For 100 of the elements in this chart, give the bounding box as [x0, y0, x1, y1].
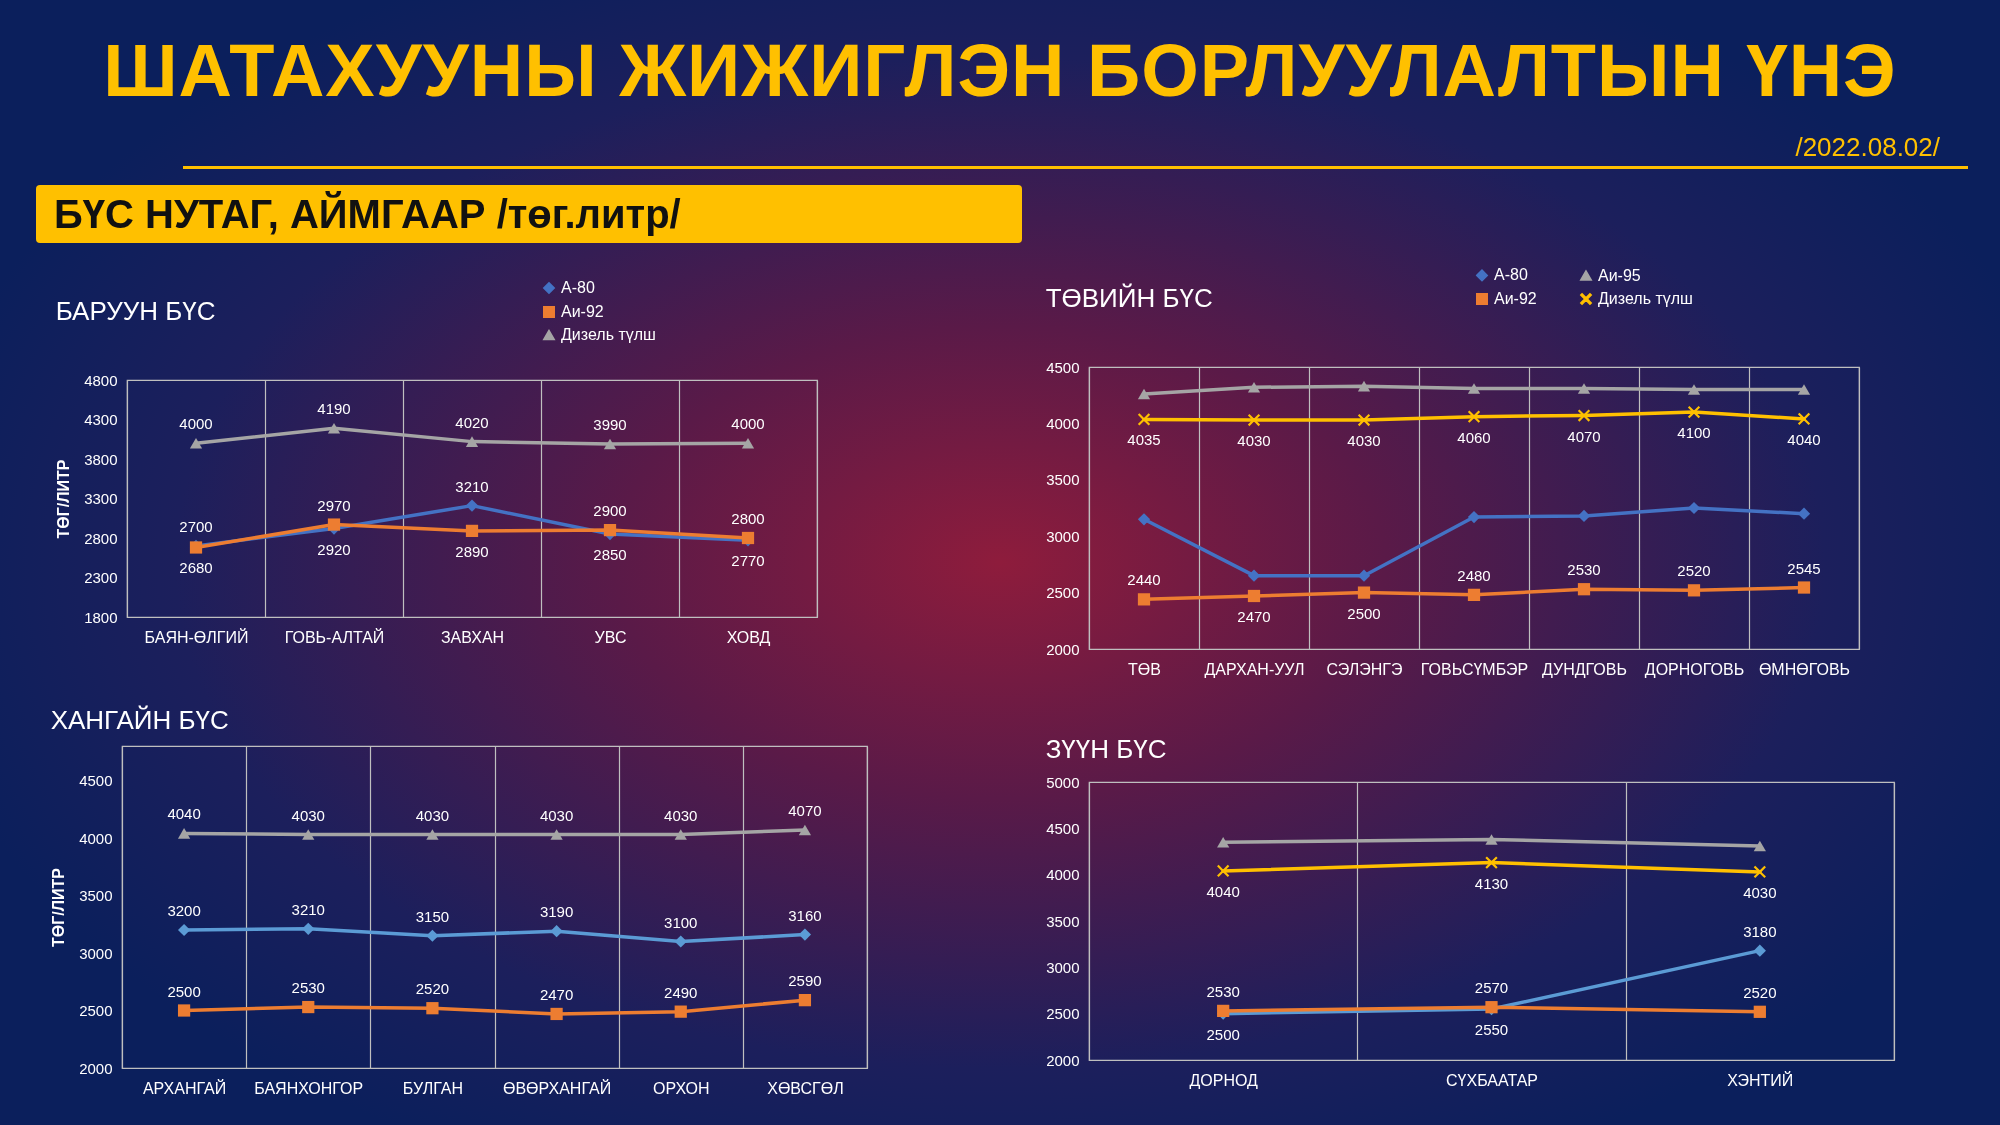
data-label: 2530	[1567, 561, 1601, 579]
data-label: 2520	[1677, 562, 1711, 580]
chart-title: БАРУУН БҮС	[55, 296, 216, 326]
data-label: 4130	[1474, 874, 1509, 892]
legend-label: Дизель түлш	[1598, 290, 1693, 307]
y-tick-label: 2800	[84, 529, 118, 547]
point	[426, 1002, 439, 1015]
point	[1577, 409, 1591, 422]
data-label: 3190	[539, 903, 574, 921]
point	[1357, 586, 1371, 599]
data-label: 2470	[539, 985, 574, 1003]
y-tick-label: 2000	[1046, 1051, 1080, 1069]
data-label: 2520	[1743, 983, 1777, 1001]
data-label: 2500	[167, 982, 201, 1000]
x-tick-label: ӨМНӨГОВЬ	[1758, 660, 1851, 678]
text: ШАТАХУУНЫ ЖИЖИГЛЭН БОРЛУУЛАЛТЫН ҮНЭ	[102, 28, 1898, 113]
point	[1687, 584, 1701, 597]
point	[1357, 380, 1371, 392]
y-tick-label: 4300	[84, 411, 118, 428]
point	[603, 438, 617, 450]
point	[465, 524, 479, 538]
point	[465, 499, 479, 512]
x-tick-label: ДАРХАН-УУЛ	[1204, 660, 1305, 678]
y-tick-label: 4000	[79, 829, 113, 847]
data-label: 4000	[179, 415, 213, 433]
point	[1577, 509, 1591, 523]
data-label: 2770	[731, 552, 765, 570]
point	[798, 824, 812, 836]
y-tick-label: 3000	[79, 944, 113, 962]
data-label: 2590	[788, 972, 822, 990]
point	[1467, 588, 1481, 601]
x-tick-label: ЗАВХАН	[440, 628, 505, 646]
data-label: 3160	[788, 906, 822, 924]
point	[550, 1007, 563, 1021]
data-label: 2570	[1474, 979, 1509, 997]
data-label: 3210	[291, 900, 325, 918]
point	[1137, 593, 1151, 606]
y-tick-label: 5000	[1046, 773, 1080, 791]
legend-label: А-80	[1494, 266, 1528, 284]
data-label: 4030	[664, 806, 698, 824]
x-tick-label: УВС	[594, 628, 627, 646]
data-label: 2545	[1787, 559, 1821, 577]
point	[302, 1000, 315, 1014]
y-tick-label: 2500	[1046, 584, 1080, 602]
y-tick-label: 4500	[1046, 819, 1080, 837]
data-label: 3150	[415, 907, 450, 925]
data-label: 3210	[455, 477, 489, 495]
data-label: 3180	[1743, 922, 1777, 940]
y-tick-label: 3500	[1046, 471, 1080, 489]
x-tick-label: ГОВЬСҮМБЭР	[1420, 660, 1529, 678]
chart-title: ЗҮҮН БҮС	[1045, 734, 1167, 764]
data-label: 2520	[415, 980, 450, 998]
point	[550, 829, 563, 840]
x-tick-label: ХОВД	[726, 628, 771, 646]
x-tick-label: АРХАНГАЙ	[142, 1078, 227, 1097]
y-tick-label: 3300	[84, 490, 118, 507]
y-tick-label: 4000	[1046, 414, 1080, 432]
data-label: 2850	[593, 546, 627, 564]
y-tick-label: 4800	[84, 371, 118, 389]
point	[1797, 412, 1811, 426]
y-tick-label: 2500	[79, 1002, 113, 1019]
point	[1577, 583, 1591, 596]
x-tick-label: СҮХБААТАР	[1446, 1071, 1538, 1089]
data-label: 4040	[167, 805, 201, 823]
data-label: 2440	[1127, 571, 1161, 589]
data-label: 4030	[1347, 432, 1381, 450]
point	[177, 1004, 191, 1017]
data-label: 2550	[1474, 1021, 1509, 1039]
legend-label: А-80	[561, 279, 595, 296]
data-label: 3990	[593, 415, 627, 433]
data-label: 2500	[1206, 1025, 1240, 1043]
x-tick-label: ТӨВ	[1128, 660, 1161, 678]
point	[189, 437, 203, 449]
text: БҮС НУТАГ, АЙМГААР /төг.литр/	[36, 185, 1022, 243]
x-tick-label: ӨВӨРХАНГАЙ	[502, 1078, 612, 1097]
data-label: 4060	[1457, 428, 1491, 446]
point	[1753, 944, 1766, 957]
point	[1467, 383, 1481, 394]
point	[1137, 388, 1151, 400]
point	[1247, 589, 1261, 603]
point	[1797, 581, 1811, 594]
data-label: 4040	[1206, 882, 1240, 900]
data-label: 2890	[455, 542, 489, 560]
data-label: 3100	[664, 913, 698, 931]
y-tick-label: 3500	[79, 887, 113, 904]
point	[798, 928, 812, 941]
chart-title: ТӨВИЙН БҮС	[1045, 283, 1213, 313]
data-label: 4070	[788, 801, 822, 819]
x-tick-label: ОРХОН	[652, 1079, 710, 1097]
point	[603, 523, 617, 537]
x-tick-label: ДУНДГОВЬ	[1542, 660, 1627, 678]
point	[1687, 406, 1701, 419]
data-label: 3200	[167, 902, 201, 919]
y-tick-label: 4500	[79, 772, 113, 789]
legend-label: Аи-92	[1494, 290, 1537, 307]
y-tick-label: 2000	[79, 1059, 113, 1077]
x-tick-label: БАЯНХОНГОР	[254, 1079, 364, 1097]
data-label: 4000	[731, 415, 765, 433]
point	[1797, 384, 1811, 395]
data-label: 2490	[664, 983, 698, 1001]
